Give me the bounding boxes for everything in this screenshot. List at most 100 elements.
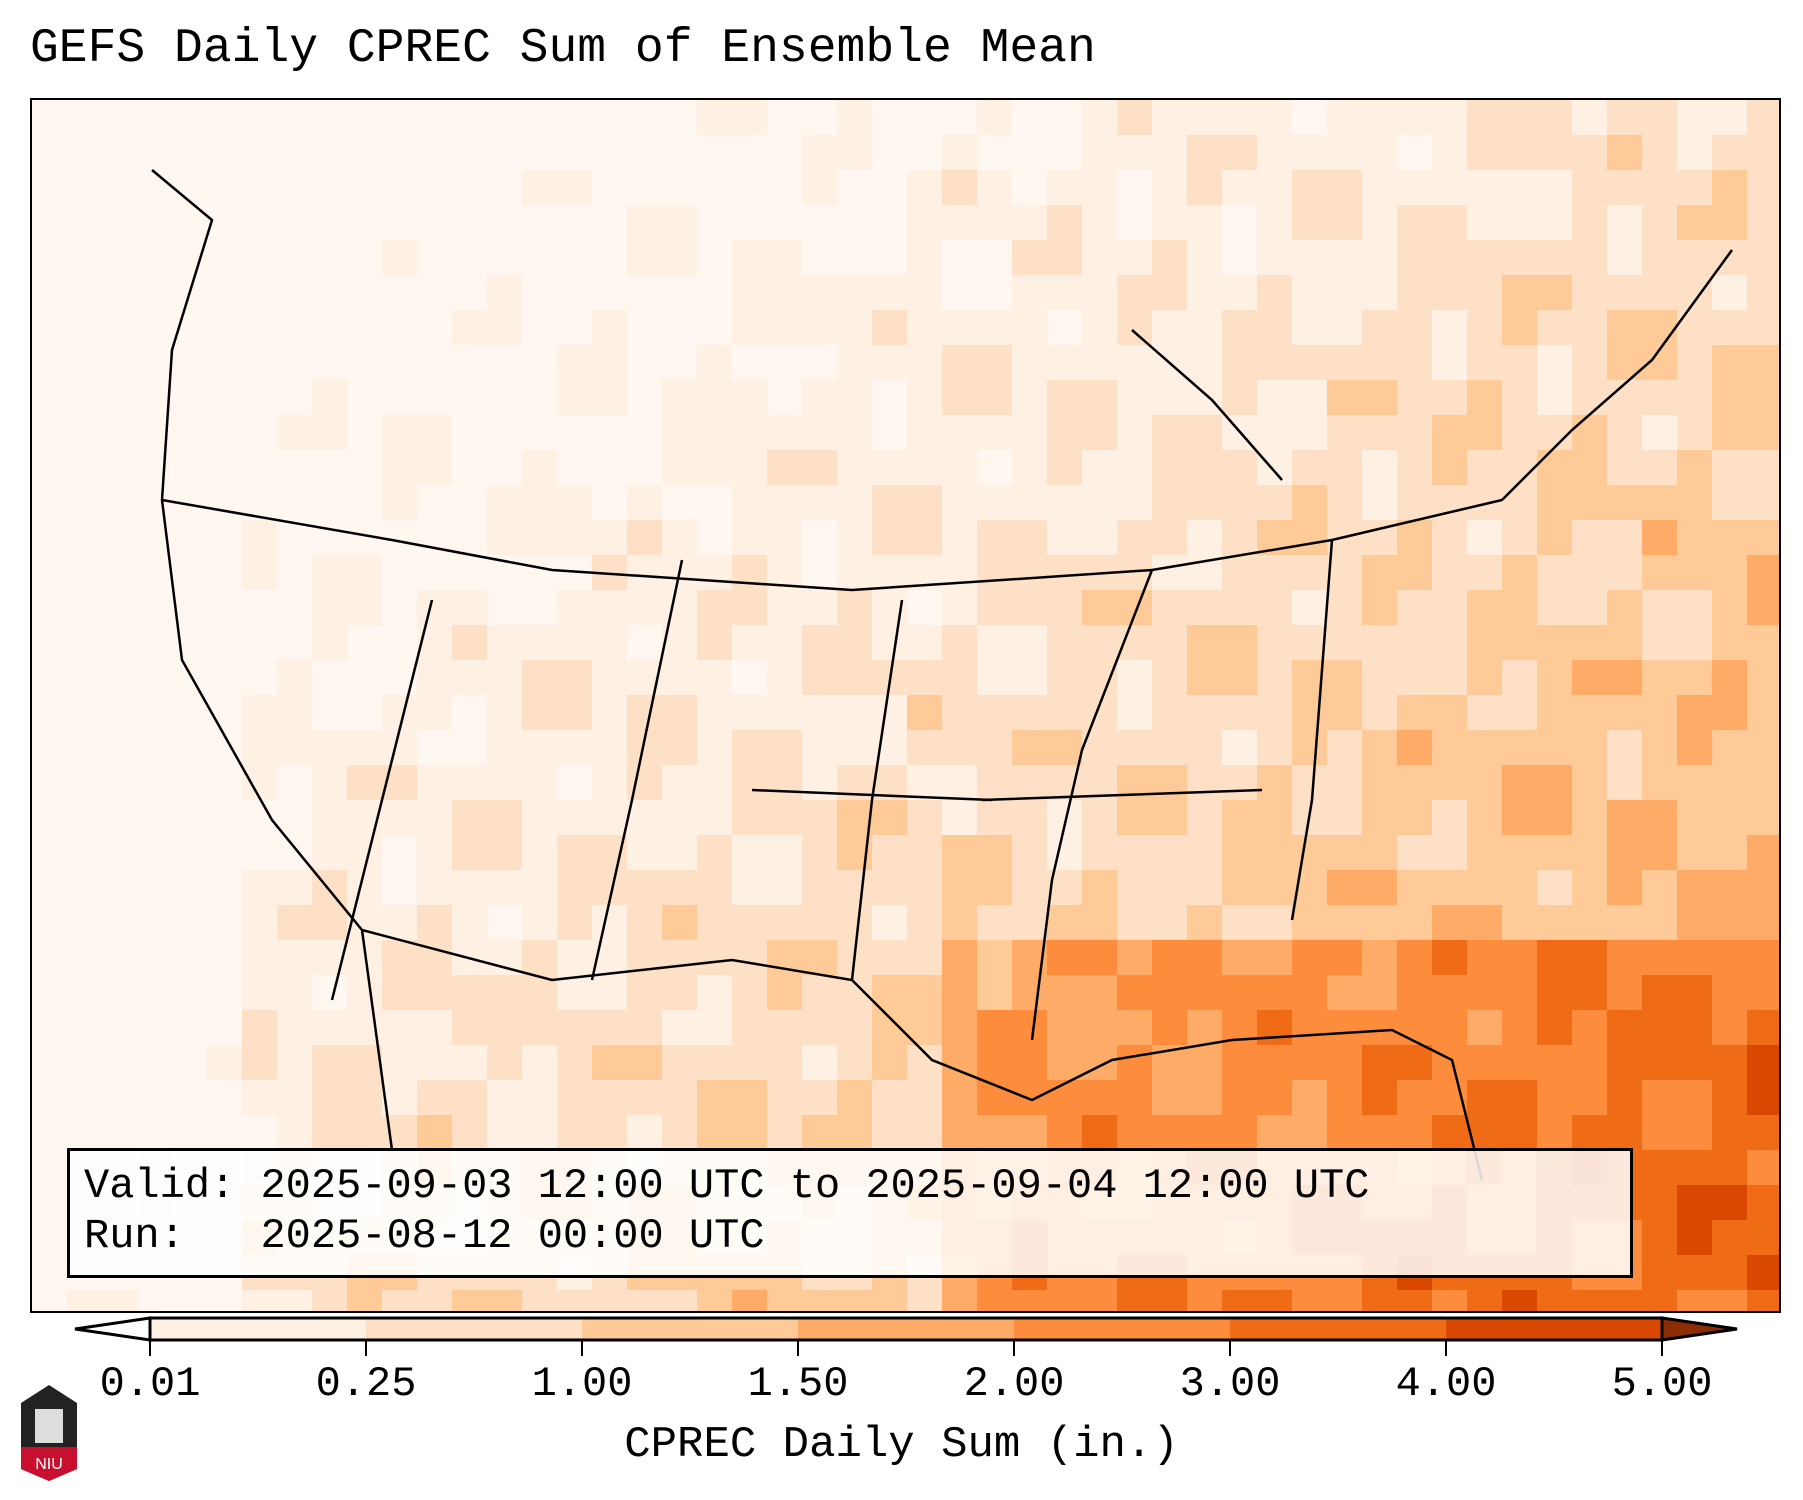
precip-cell xyxy=(1187,135,1223,171)
precip-cell xyxy=(1327,100,1363,136)
precip-cell xyxy=(1117,415,1153,451)
precip-cell xyxy=(417,345,453,381)
precip-cell xyxy=(1642,205,1678,241)
precip-cell xyxy=(1187,1115,1223,1151)
precip-cell xyxy=(1572,1290,1608,1311)
precip-cell xyxy=(137,170,173,206)
precip-cell xyxy=(697,1115,733,1151)
precip-cell xyxy=(802,135,838,171)
precip-cell xyxy=(1642,1010,1678,1046)
precip-cell xyxy=(732,345,768,381)
precip-cell xyxy=(1502,380,1538,416)
precip-cell xyxy=(382,590,418,626)
precip-cell xyxy=(1677,730,1713,766)
precip-cell xyxy=(557,345,593,381)
precip-cell xyxy=(662,940,698,976)
precip-cell xyxy=(942,485,978,521)
precip-cell xyxy=(102,730,138,766)
precip-cell xyxy=(452,135,488,171)
precip-cell xyxy=(697,835,733,871)
precip-cell xyxy=(1117,1115,1153,1151)
precip-cell xyxy=(1082,345,1118,381)
precip-cell xyxy=(277,975,313,1011)
precip-cell xyxy=(1607,660,1643,696)
precip-cell xyxy=(872,940,908,976)
precip-cell xyxy=(1222,100,1258,136)
precip-cell xyxy=(207,590,243,626)
precip-cell xyxy=(137,555,173,591)
precip-cell xyxy=(557,870,593,906)
precip-cell xyxy=(1467,450,1503,486)
precip-cell xyxy=(32,205,68,241)
svg-text:NIU: NIU xyxy=(35,1456,63,1473)
precip-cell xyxy=(1607,905,1643,941)
precip-cell xyxy=(1712,625,1748,661)
precip-cell xyxy=(522,100,558,136)
precip-cell xyxy=(382,555,418,591)
precip-cell xyxy=(452,345,488,381)
precip-cell xyxy=(697,660,733,696)
precip-cell xyxy=(977,1010,1013,1046)
precip-cell xyxy=(347,450,383,486)
precip-cell xyxy=(662,345,698,381)
precip-cell xyxy=(1607,695,1643,731)
precip-cell xyxy=(382,100,418,136)
precip-cell xyxy=(277,870,313,906)
precip-cell xyxy=(277,1080,313,1116)
precip-cell xyxy=(312,100,348,136)
precip-cell xyxy=(1117,905,1153,941)
precip-cell xyxy=(1292,485,1328,521)
precip-cell xyxy=(32,1080,68,1116)
precip-cell xyxy=(1677,975,1713,1011)
precip-cell xyxy=(1677,1150,1713,1186)
precip-cell xyxy=(1642,730,1678,766)
precip-cell xyxy=(1117,1080,1153,1116)
precip-cell xyxy=(487,905,523,941)
precip-cell xyxy=(732,695,768,731)
precip-cell xyxy=(872,485,908,521)
precip-cell xyxy=(1327,1045,1363,1081)
precip-cell xyxy=(1327,730,1363,766)
precip-cell xyxy=(802,450,838,486)
precip-cell xyxy=(872,450,908,486)
precip-cell xyxy=(837,205,873,241)
precip-cell xyxy=(872,905,908,941)
precip-cell xyxy=(557,975,593,1011)
precip-cell xyxy=(1572,450,1608,486)
precip-cell xyxy=(627,1080,663,1116)
precip-cell xyxy=(802,905,838,941)
precip-cell xyxy=(522,800,558,836)
precip-cell xyxy=(837,1045,873,1081)
precip-cell xyxy=(172,1080,208,1116)
precip-cell xyxy=(522,1010,558,1046)
precip-cell xyxy=(1187,870,1223,906)
precip-cell xyxy=(1747,100,1779,136)
colorbar-segment xyxy=(1446,1318,1663,1340)
precip-cell xyxy=(977,625,1013,661)
precip-cell xyxy=(1432,310,1468,346)
precip-cell xyxy=(1677,275,1713,311)
precip-cell xyxy=(1572,625,1608,661)
precip-cell xyxy=(452,1010,488,1046)
precip-cell xyxy=(1537,975,1573,1011)
precip-cell xyxy=(697,555,733,591)
precip-cell xyxy=(732,1115,768,1151)
precip-cell xyxy=(942,415,978,451)
precip-cell xyxy=(1222,240,1258,276)
precip-cell xyxy=(1607,1010,1643,1046)
precip-cell xyxy=(627,1290,663,1311)
precip-cell xyxy=(1082,1010,1118,1046)
precip-cell xyxy=(277,275,313,311)
precip-cell xyxy=(1572,100,1608,136)
precip-cell xyxy=(872,520,908,556)
precip-cell xyxy=(1222,345,1258,381)
precip-cell xyxy=(67,450,103,486)
precip-cell xyxy=(522,520,558,556)
precip-cell xyxy=(1082,100,1118,136)
precip-cell xyxy=(1642,1290,1678,1311)
precip-cell xyxy=(487,1080,523,1116)
precip-cell xyxy=(1432,1010,1468,1046)
precip-cell xyxy=(592,1290,628,1311)
precip-cell xyxy=(802,870,838,906)
precip-cell xyxy=(1502,100,1538,136)
